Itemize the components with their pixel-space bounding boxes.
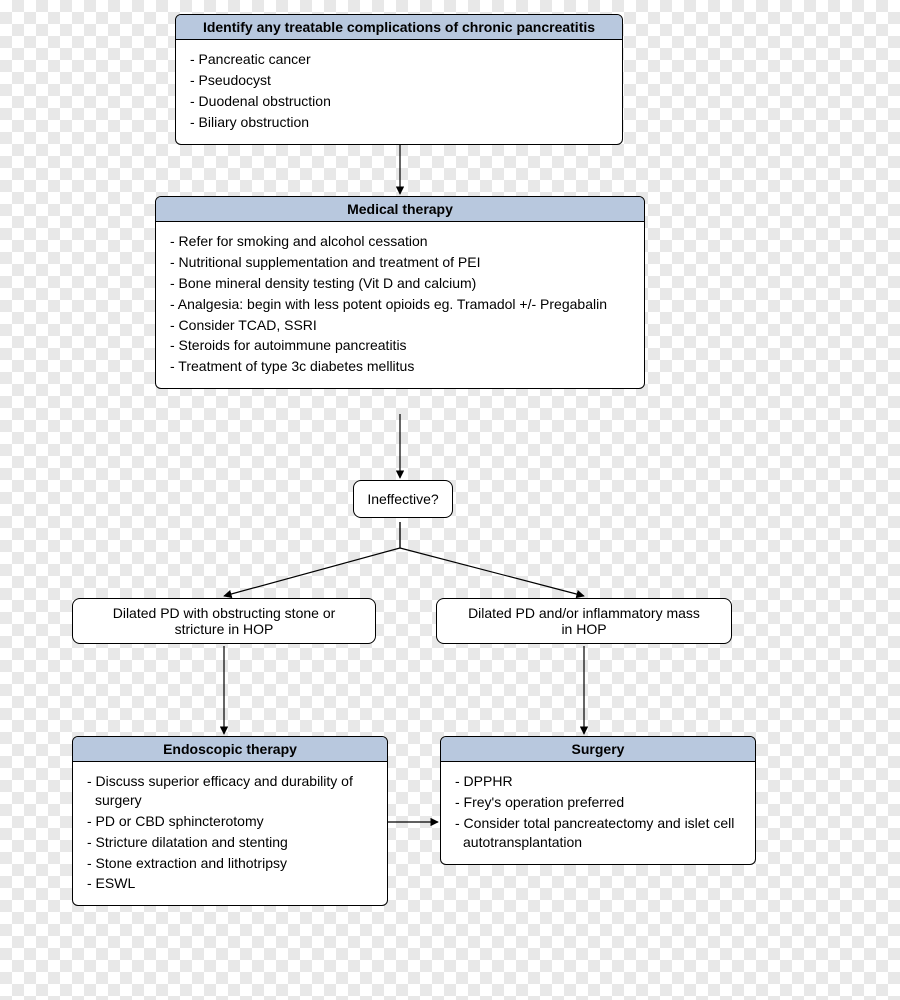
node-medical-title: Medical therapy bbox=[156, 197, 644, 222]
edge bbox=[224, 522, 400, 596]
list-item: - Frey's operation preferred bbox=[451, 793, 745, 812]
node-medical: Medical therapy - Refer for smoking and … bbox=[155, 196, 645, 389]
node-surgery: Surgery - DPPHR - Frey's operation prefe… bbox=[440, 736, 756, 865]
decision-label: Dilated PD with obstructing stone or bbox=[83, 605, 365, 621]
node-endoscopic: Endoscopic therapy - Discuss superior ef… bbox=[72, 736, 388, 906]
node-dilated-stone: Dilated PD with obstructing stone or str… bbox=[72, 598, 376, 644]
node-identify: Identify any treatable complications of … bbox=[175, 14, 623, 145]
list-item: - ESWL bbox=[83, 874, 377, 893]
decision-label: in HOP bbox=[447, 621, 721, 637]
list-item: - Biliary obstruction bbox=[186, 113, 612, 132]
decision-label: stricture in HOP bbox=[83, 621, 365, 637]
list-item: - Steroids for autoimmune pancreatitis bbox=[166, 336, 634, 355]
node-identify-title: Identify any treatable complications of … bbox=[176, 15, 622, 40]
list-item: - PD or CBD sphincterotomy bbox=[83, 812, 377, 831]
list-item: - DPPHR bbox=[451, 772, 745, 791]
node-surgery-title: Surgery bbox=[441, 737, 755, 762]
list-item: - Treatment of type 3c diabetes mellitus bbox=[166, 357, 634, 376]
list-item: - Bone mineral density testing (Vit D an… bbox=[166, 274, 634, 293]
list-item: - Consider TCAD, SSRI bbox=[166, 316, 634, 335]
node-dilated-mass: Dilated PD and/or inflammatory mass in H… bbox=[436, 598, 732, 644]
decision-label: Ineffective? bbox=[367, 491, 438, 507]
node-ineffective: Ineffective? bbox=[353, 480, 453, 518]
node-identify-body: - Pancreatic cancer - Pseudocyst - Duode… bbox=[176, 40, 622, 144]
list-item: - Stricture dilatation and stenting bbox=[83, 833, 377, 852]
node-endoscopic-body: - Discuss superior efficacy and durabili… bbox=[73, 762, 387, 905]
list-item: - Nutritional supplementation and treatm… bbox=[166, 253, 634, 272]
decision-label: Dilated PD and/or inflammatory mass bbox=[447, 605, 721, 621]
node-endoscopic-title: Endoscopic therapy bbox=[73, 737, 387, 762]
list-item: - Analgesia: begin with less potent opio… bbox=[166, 295, 634, 314]
node-surgery-body: - DPPHR - Frey's operation preferred - C… bbox=[441, 762, 755, 864]
list-item: - Refer for smoking and alcohol cessatio… bbox=[166, 232, 634, 251]
list-item: - Pseudocyst bbox=[186, 71, 612, 90]
list-item: - Duodenal obstruction bbox=[186, 92, 612, 111]
list-item: - Stone extraction and lithotripsy bbox=[83, 854, 377, 873]
node-medical-body: - Refer for smoking and alcohol cessatio… bbox=[156, 222, 644, 388]
list-item: - Discuss superior efficacy and durabili… bbox=[83, 772, 377, 810]
list-item: - Consider total pancreatectomy and isle… bbox=[451, 814, 745, 852]
list-item: - Pancreatic cancer bbox=[186, 50, 612, 69]
edge bbox=[400, 522, 584, 596]
